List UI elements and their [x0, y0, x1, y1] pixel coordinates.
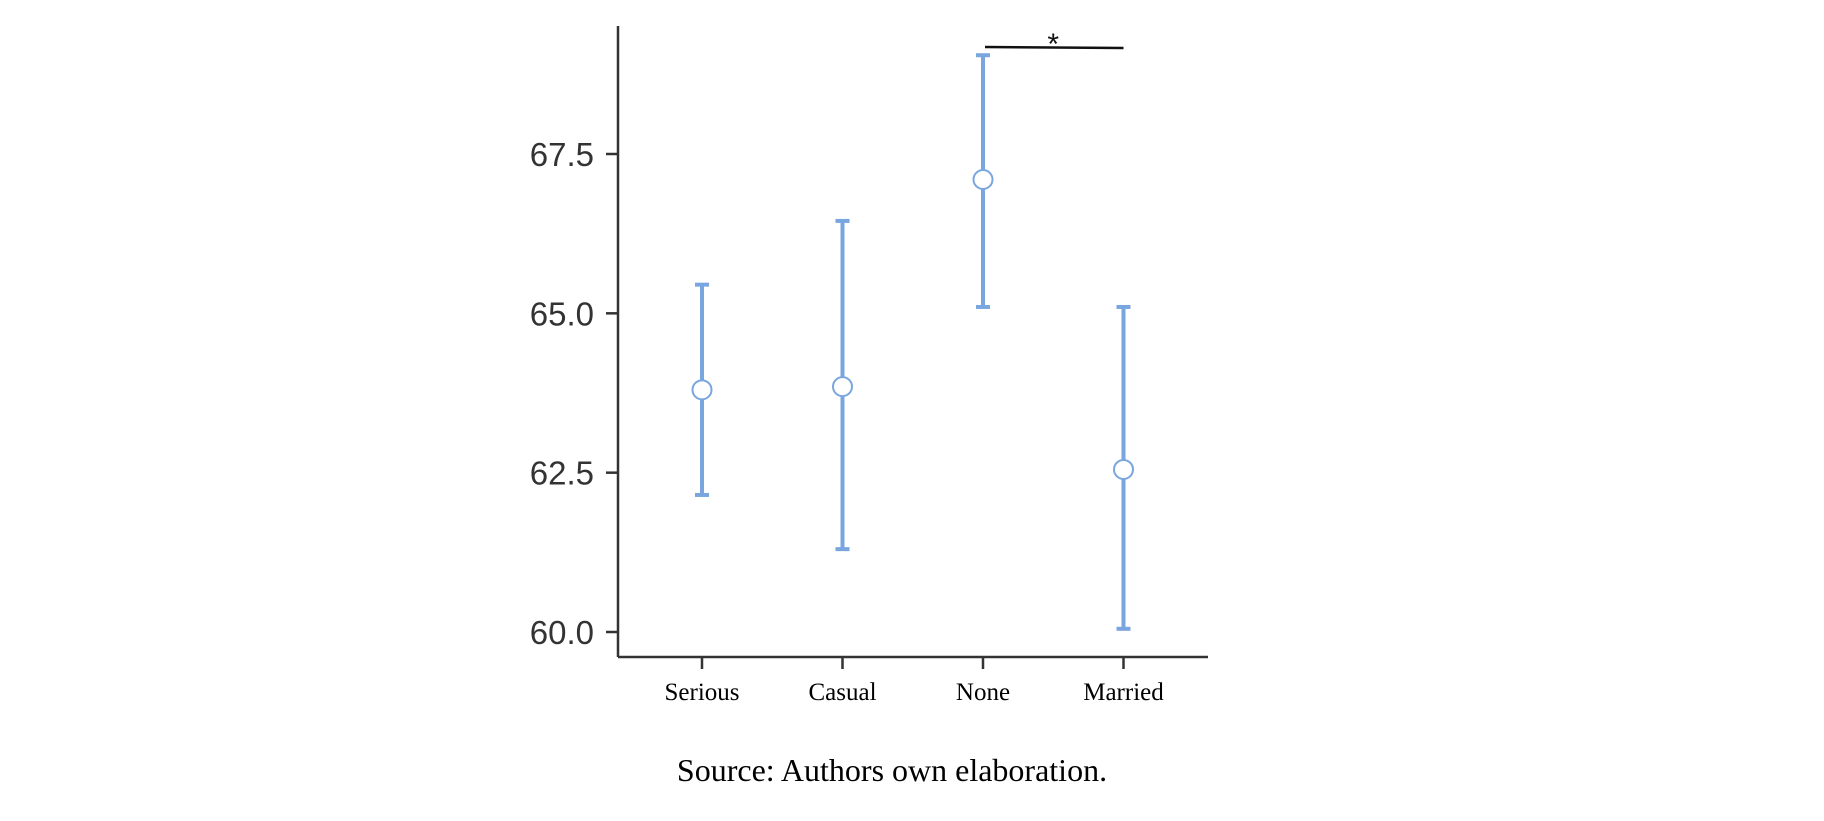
x-tick-label: Serious — [665, 679, 740, 706]
x-tick-label: None — [956, 679, 1010, 706]
y-tick-label: 62.5 — [530, 455, 594, 492]
mean-point-serious — [691, 379, 713, 401]
figure-caption: Source: Authors own elaboration. — [676, 752, 1108, 788]
mean-point-married — [1113, 458, 1134, 480]
mean-point-casual — [832, 376, 853, 398]
axes — [616, 26, 1208, 659]
y-tick-label: 60.0 — [530, 614, 594, 651]
y-tick-label: 65.0 — [530, 295, 594, 332]
x-tick-label: Married — [1083, 679, 1164, 706]
significance-line — [984, 45, 1124, 50]
significance-label: * — [1047, 28, 1059, 61]
y-ticks: 60.0 62.5 65.0 67.5 — [530, 136, 618, 651]
error-bars — [691, 53, 1134, 631]
x-tick-label: Casual — [808, 679, 876, 706]
significance-bracket: * — [984, 28, 1124, 61]
x-ticks: Serious Casual None Married — [665, 657, 1164, 706]
y-tick-label: 67.5 — [530, 136, 594, 173]
mean-point-none — [972, 168, 994, 190]
